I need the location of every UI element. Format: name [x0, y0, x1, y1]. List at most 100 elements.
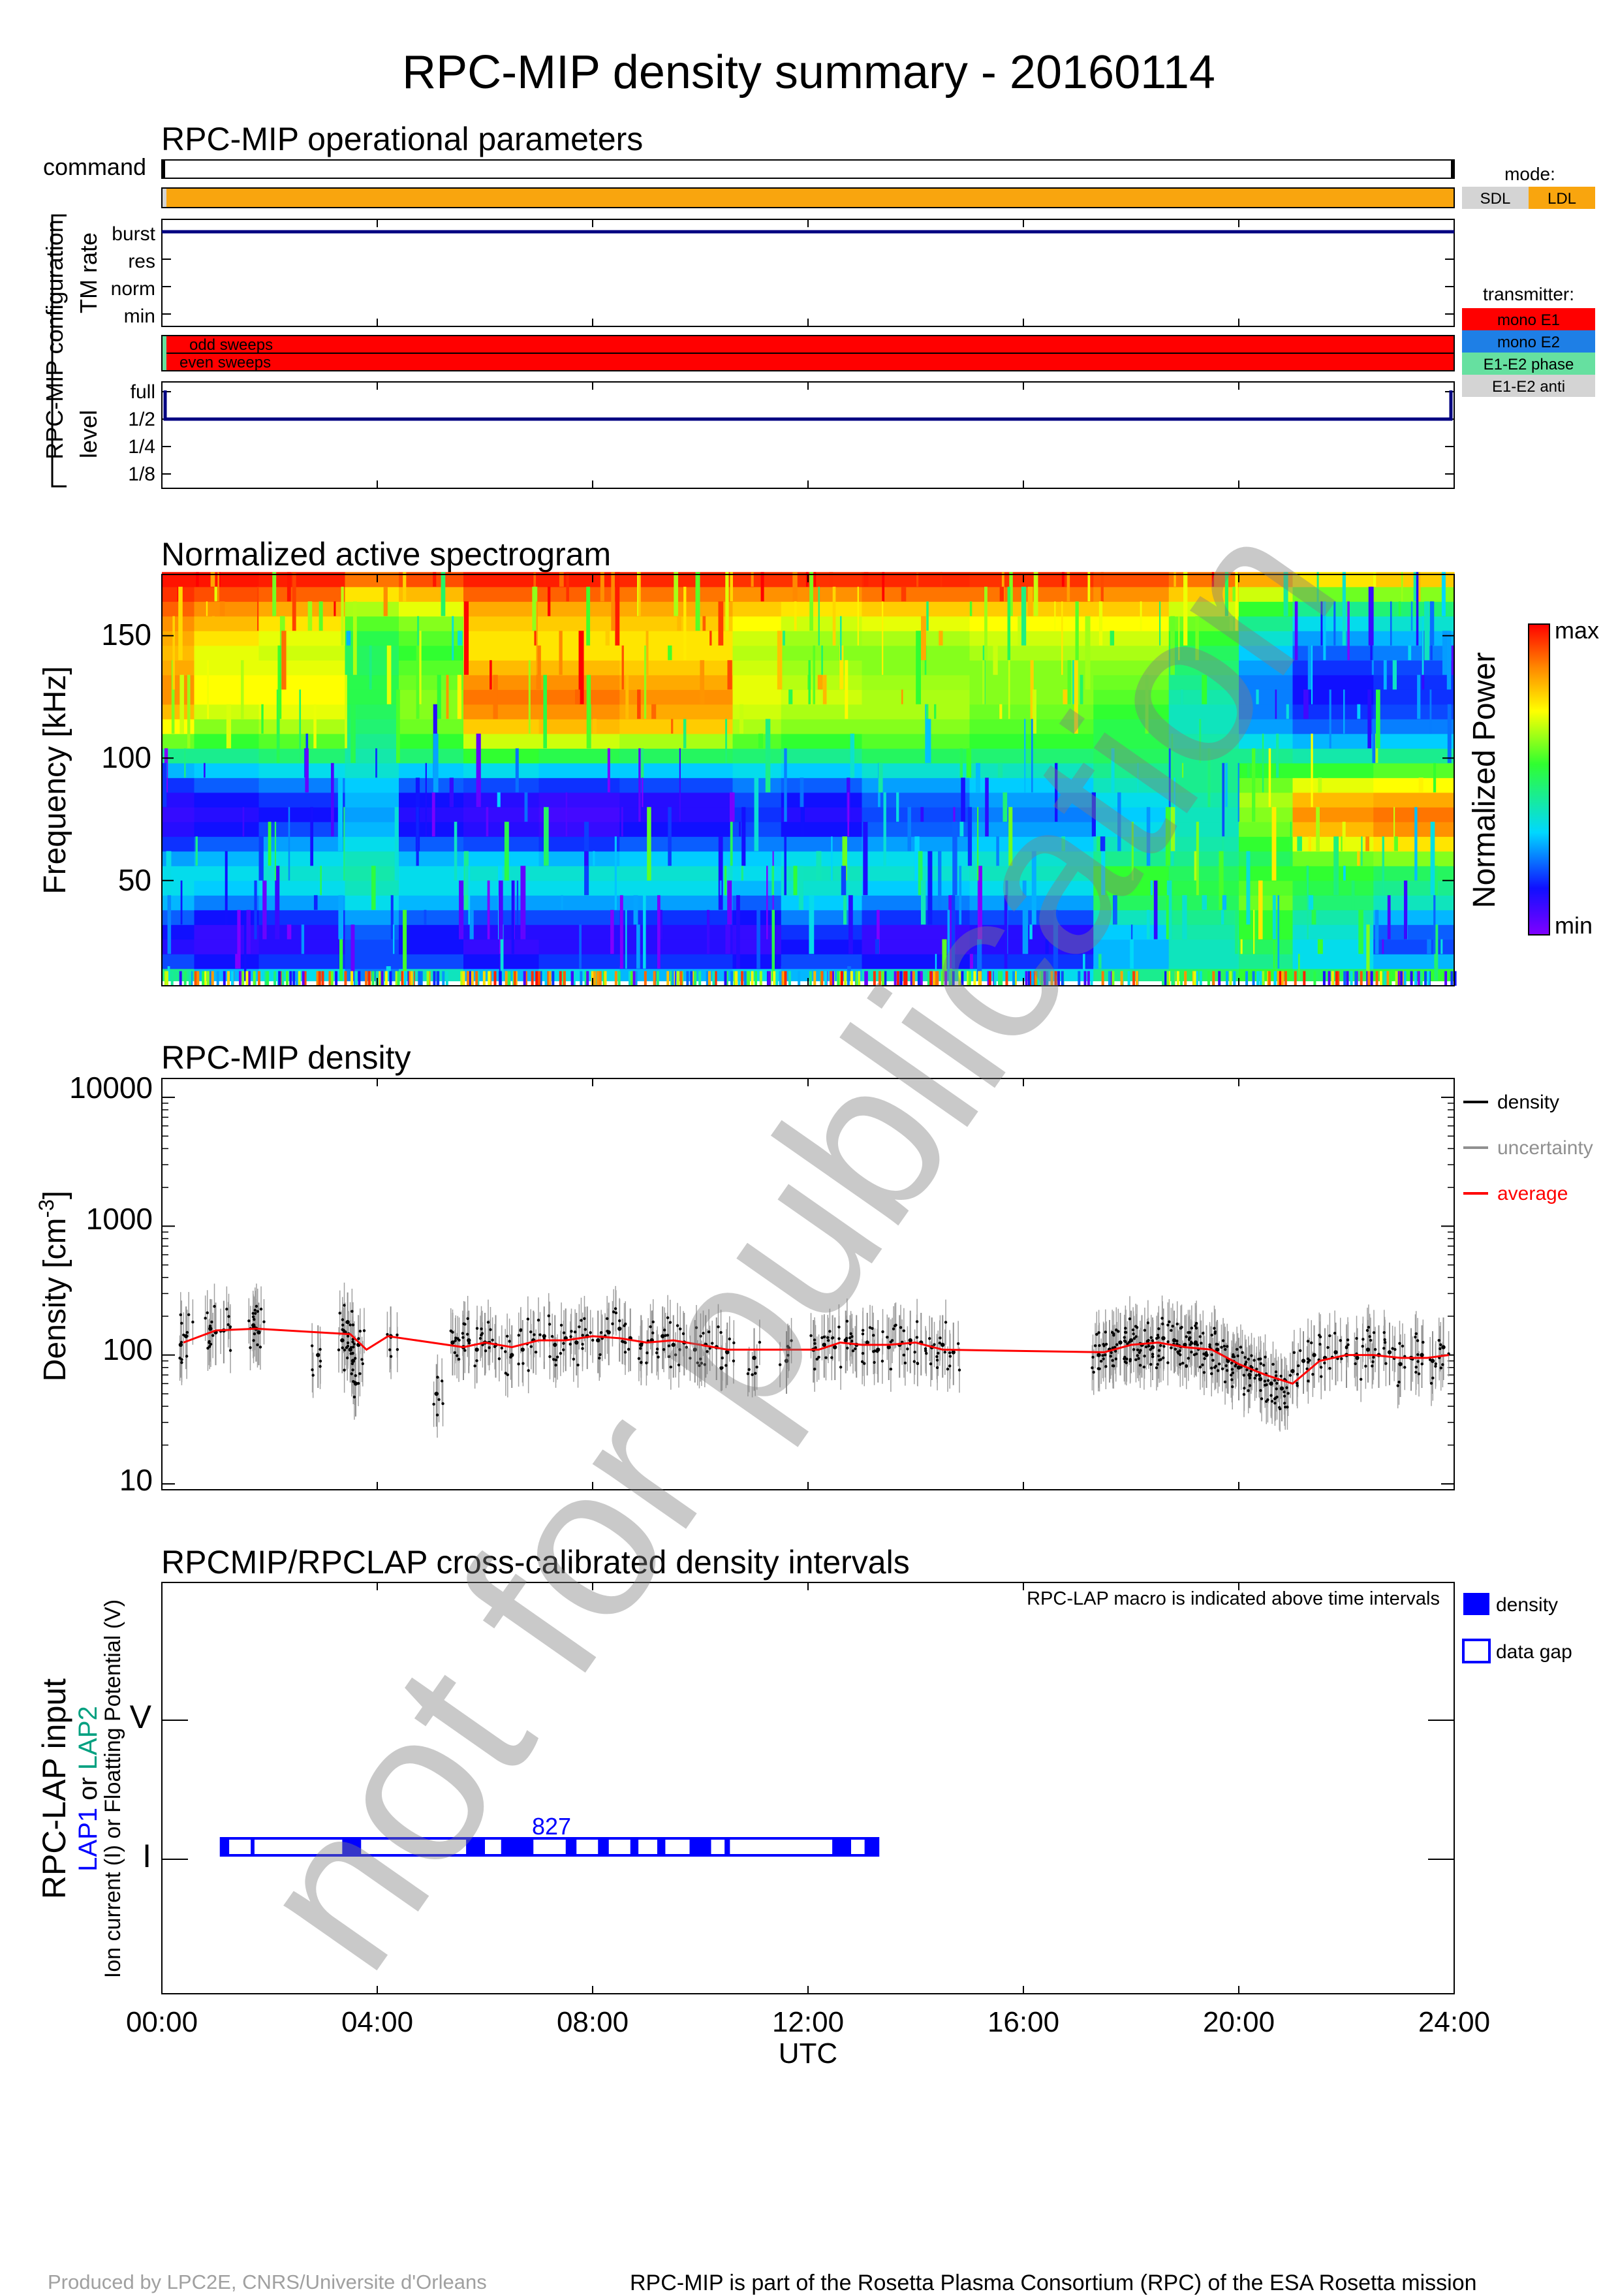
spectrogram-cell: [619, 851, 734, 866]
spectrogram-streak: [832, 586, 836, 646]
lap-ytick-v: V: [130, 1699, 152, 1735]
spectrogram-streak: [1170, 616, 1175, 675]
spectrogram-streak: [1063, 689, 1068, 704]
spectrogram-cell: [162, 572, 195, 588]
spectrogram-streak: [211, 616, 215, 631]
density-point: [611, 1322, 614, 1325]
spectrogram-cell: [538, 866, 620, 881]
spectrogram-streak: [393, 924, 395, 954]
spectrogram-cell: [162, 807, 195, 823]
spectrogram-streak: [433, 572, 437, 587]
spectrogram-streak: [1054, 601, 1056, 631]
spectrogram-noise: [724, 971, 727, 986]
spectrogram-noise: [1193, 971, 1196, 986]
density-point: [1401, 1344, 1405, 1348]
spectrogram-streak: [1074, 660, 1078, 734]
spectrogram-streak: [1091, 792, 1096, 837]
spectrogram-noise: [1166, 971, 1169, 986]
spectrogram-streak: [1434, 924, 1439, 981]
density-point: [509, 1355, 512, 1359]
spectrogram-noise: [302, 971, 305, 986]
density-point: [1189, 1343, 1192, 1346]
density-point: [1149, 1348, 1152, 1351]
spectrogram-noise: [1259, 971, 1262, 986]
density-point: [251, 1315, 255, 1319]
spectrogram-cell: [162, 792, 195, 808]
spectrogram-streak: [718, 601, 724, 646]
density-point: [711, 1342, 714, 1345]
spectrogram-cell: [619, 821, 734, 837]
density-point: [1115, 1329, 1118, 1332]
density-point: [1368, 1335, 1371, 1338]
spectrogram-noise: [231, 971, 234, 986]
spectrogram-streak: [338, 895, 344, 939]
spectrogram-streak: [625, 909, 627, 969]
density-point: [1245, 1368, 1249, 1372]
spectrogram-cell: [162, 909, 195, 925]
spectrogram-streak: [818, 586, 820, 646]
spectrogram-cell: [1239, 909, 1294, 925]
density-point: [517, 1362, 520, 1366]
density-point: [1097, 1353, 1101, 1357]
spectrogram-cell: [258, 954, 346, 969]
spectrogram-streak: [621, 645, 624, 690]
spectrogram-streak: [375, 748, 377, 778]
spectrogram-cell: [1093, 572, 1170, 588]
density-point: [1307, 1379, 1310, 1383]
spectrogram-streak: [765, 719, 771, 793]
spectrogram-cell: [463, 674, 540, 690]
spectrogram-streak: [756, 909, 760, 969]
spectrogram-streak: [536, 645, 541, 690]
density-point: [1422, 1340, 1425, 1344]
spectrogram-streak: [1414, 807, 1418, 881]
spectrogram-streak: [1235, 909, 1238, 954]
spectrogram-streak: [959, 748, 963, 778]
spectrogram-cell: [399, 748, 464, 764]
spectrogram-noise: [1061, 971, 1064, 986]
spectrogram-noise: [227, 971, 230, 986]
spectrogram-noise: [708, 971, 711, 986]
density-point: [1170, 1346, 1173, 1349]
spectrogram-noise: [358, 971, 361, 986]
spectrogram-cell: [345, 572, 399, 588]
density-point: [599, 1353, 602, 1357]
spectrogram-noise: [344, 971, 347, 986]
density-point: [1441, 1345, 1446, 1349]
density-point: [1257, 1357, 1260, 1361]
spectrogram-streak: [809, 572, 813, 631]
spectrogram-streak: [939, 631, 943, 646]
density-point: [1431, 1376, 1435, 1380]
density-point: [1248, 1376, 1252, 1379]
density-point: [694, 1326, 698, 1329]
density-point: [679, 1327, 682, 1330]
density-point: [180, 1321, 183, 1325]
density-point: [1296, 1364, 1300, 1368]
spectrogram-cell: [862, 807, 971, 823]
density-point: [440, 1379, 444, 1383]
density-point: [1201, 1363, 1204, 1366]
lap-ylabel2-or: or: [74, 1770, 102, 1808]
spectrogram-streak: [341, 586, 344, 646]
spectrogram-cell: [969, 616, 1094, 631]
density-point: [454, 1339, 457, 1342]
spectrogram-cell: [1093, 909, 1170, 925]
spectrogram-streak: [1387, 895, 1391, 939]
density-point: [623, 1340, 627, 1344]
density-point: [1241, 1351, 1244, 1354]
density-point: [311, 1374, 315, 1377]
spectrogram-streak: [977, 866, 982, 939]
spectrogram-streak: [999, 704, 1003, 719]
spectrogram-streak: [1366, 924, 1370, 981]
density-point: [456, 1354, 459, 1357]
density-point: [1264, 1355, 1267, 1359]
spectrogram-streak: [1181, 689, 1183, 704]
density-point: [1104, 1353, 1107, 1357]
density-point: [1398, 1362, 1403, 1366]
density-point: [506, 1373, 510, 1376]
spectrogram-noise: [247, 971, 251, 986]
lap-legend-gap: data gap: [1496, 1641, 1572, 1663]
spectrogram-cell: [969, 851, 1094, 866]
spectrogram-streak: [976, 939, 982, 981]
spectrogram-cell: [1373, 763, 1455, 778]
density-point: [849, 1332, 852, 1336]
